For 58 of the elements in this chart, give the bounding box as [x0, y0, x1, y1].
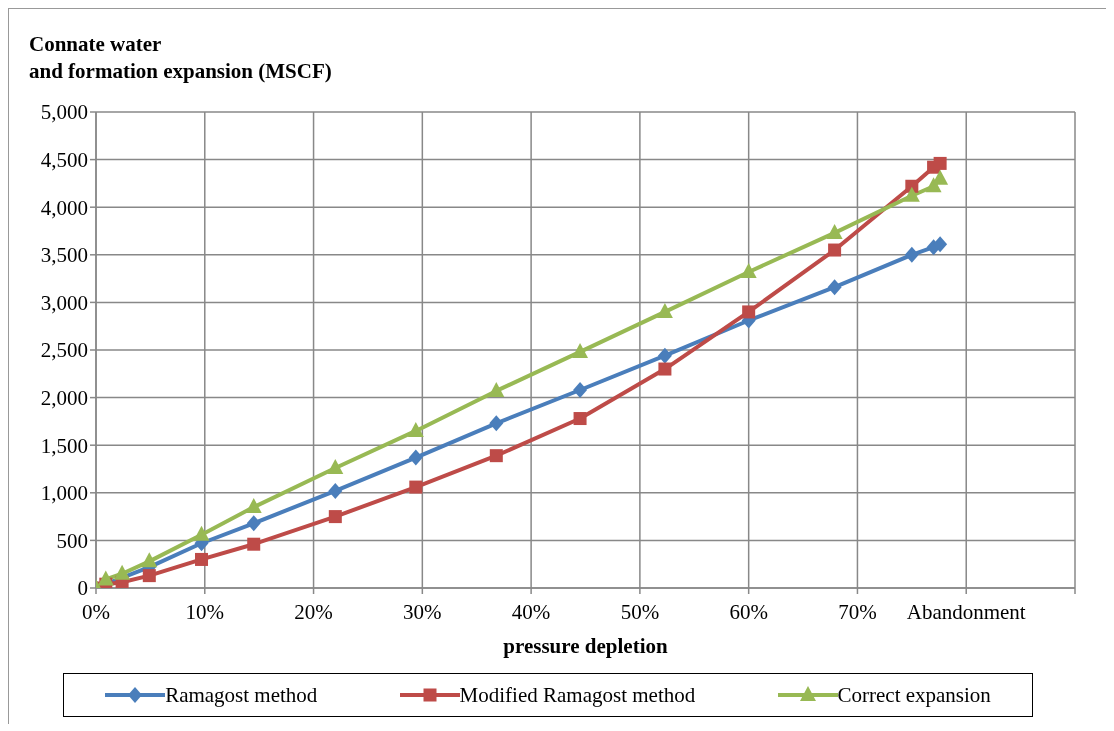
y-tick-label: 2,000 [40, 386, 88, 411]
point [827, 279, 842, 296]
point [328, 510, 342, 524]
point [933, 156, 947, 170]
point [114, 564, 131, 580]
point [142, 569, 156, 583]
x-axis-title: pressure depletion [503, 633, 668, 658]
point [933, 236, 948, 253]
y-axis-title: Connate water and formation expansion (MSCF) [29, 31, 332, 85]
point [409, 480, 423, 494]
y-tick-label: 5,000 [40, 100, 88, 125]
x-tick-label: 0% [82, 599, 110, 624]
point [407, 421, 424, 437]
x-tick-label: Abandonment [906, 599, 1026, 624]
y-tick-label: 1,500 [40, 433, 88, 458]
x-tick-label: 20% [294, 599, 333, 624]
legend-label: Correct expansion [837, 682, 991, 708]
legend-label: Modified Ramagost method [459, 682, 696, 708]
x-tick-label: 30% [403, 599, 442, 624]
point [828, 243, 842, 257]
y-tick-label: 2,500 [40, 338, 88, 363]
point [903, 186, 920, 202]
point [742, 305, 756, 319]
x-tick-label: 40% [511, 599, 551, 624]
point [327, 459, 344, 475]
y-tick-label: 500 [56, 528, 88, 553]
point [572, 342, 589, 358]
legend-label: Ramagost method [165, 682, 318, 708]
point [658, 362, 672, 376]
y-tick-label: 0 [77, 576, 88, 601]
point [740, 262, 757, 278]
point [97, 570, 114, 586]
point [141, 552, 158, 568]
point [247, 537, 261, 551]
point [488, 381, 505, 397]
y-tick-label: 4,000 [40, 195, 88, 220]
point [573, 381, 588, 398]
point [328, 482, 343, 499]
point [246, 515, 261, 532]
point [657, 347, 672, 364]
x-tick-label: 10% [185, 599, 225, 624]
x-tick-label: 60% [729, 599, 768, 624]
point [195, 552, 209, 566]
x-tick-label: 70% [838, 599, 877, 624]
y-tick-label: 4,500 [40, 148, 88, 173]
y-tick-label: 1,000 [40, 481, 88, 506]
y-tick-label: 3,500 [40, 243, 88, 268]
point [826, 223, 843, 239]
point [245, 498, 262, 514]
point [573, 412, 587, 426]
point [904, 246, 919, 263]
point [408, 449, 423, 466]
point [489, 415, 504, 432]
point [193, 525, 210, 541]
x-tick-label: 50% [620, 599, 660, 624]
y-tick-label: 3,000 [40, 290, 88, 315]
point [656, 302, 673, 318]
point [489, 449, 503, 463]
